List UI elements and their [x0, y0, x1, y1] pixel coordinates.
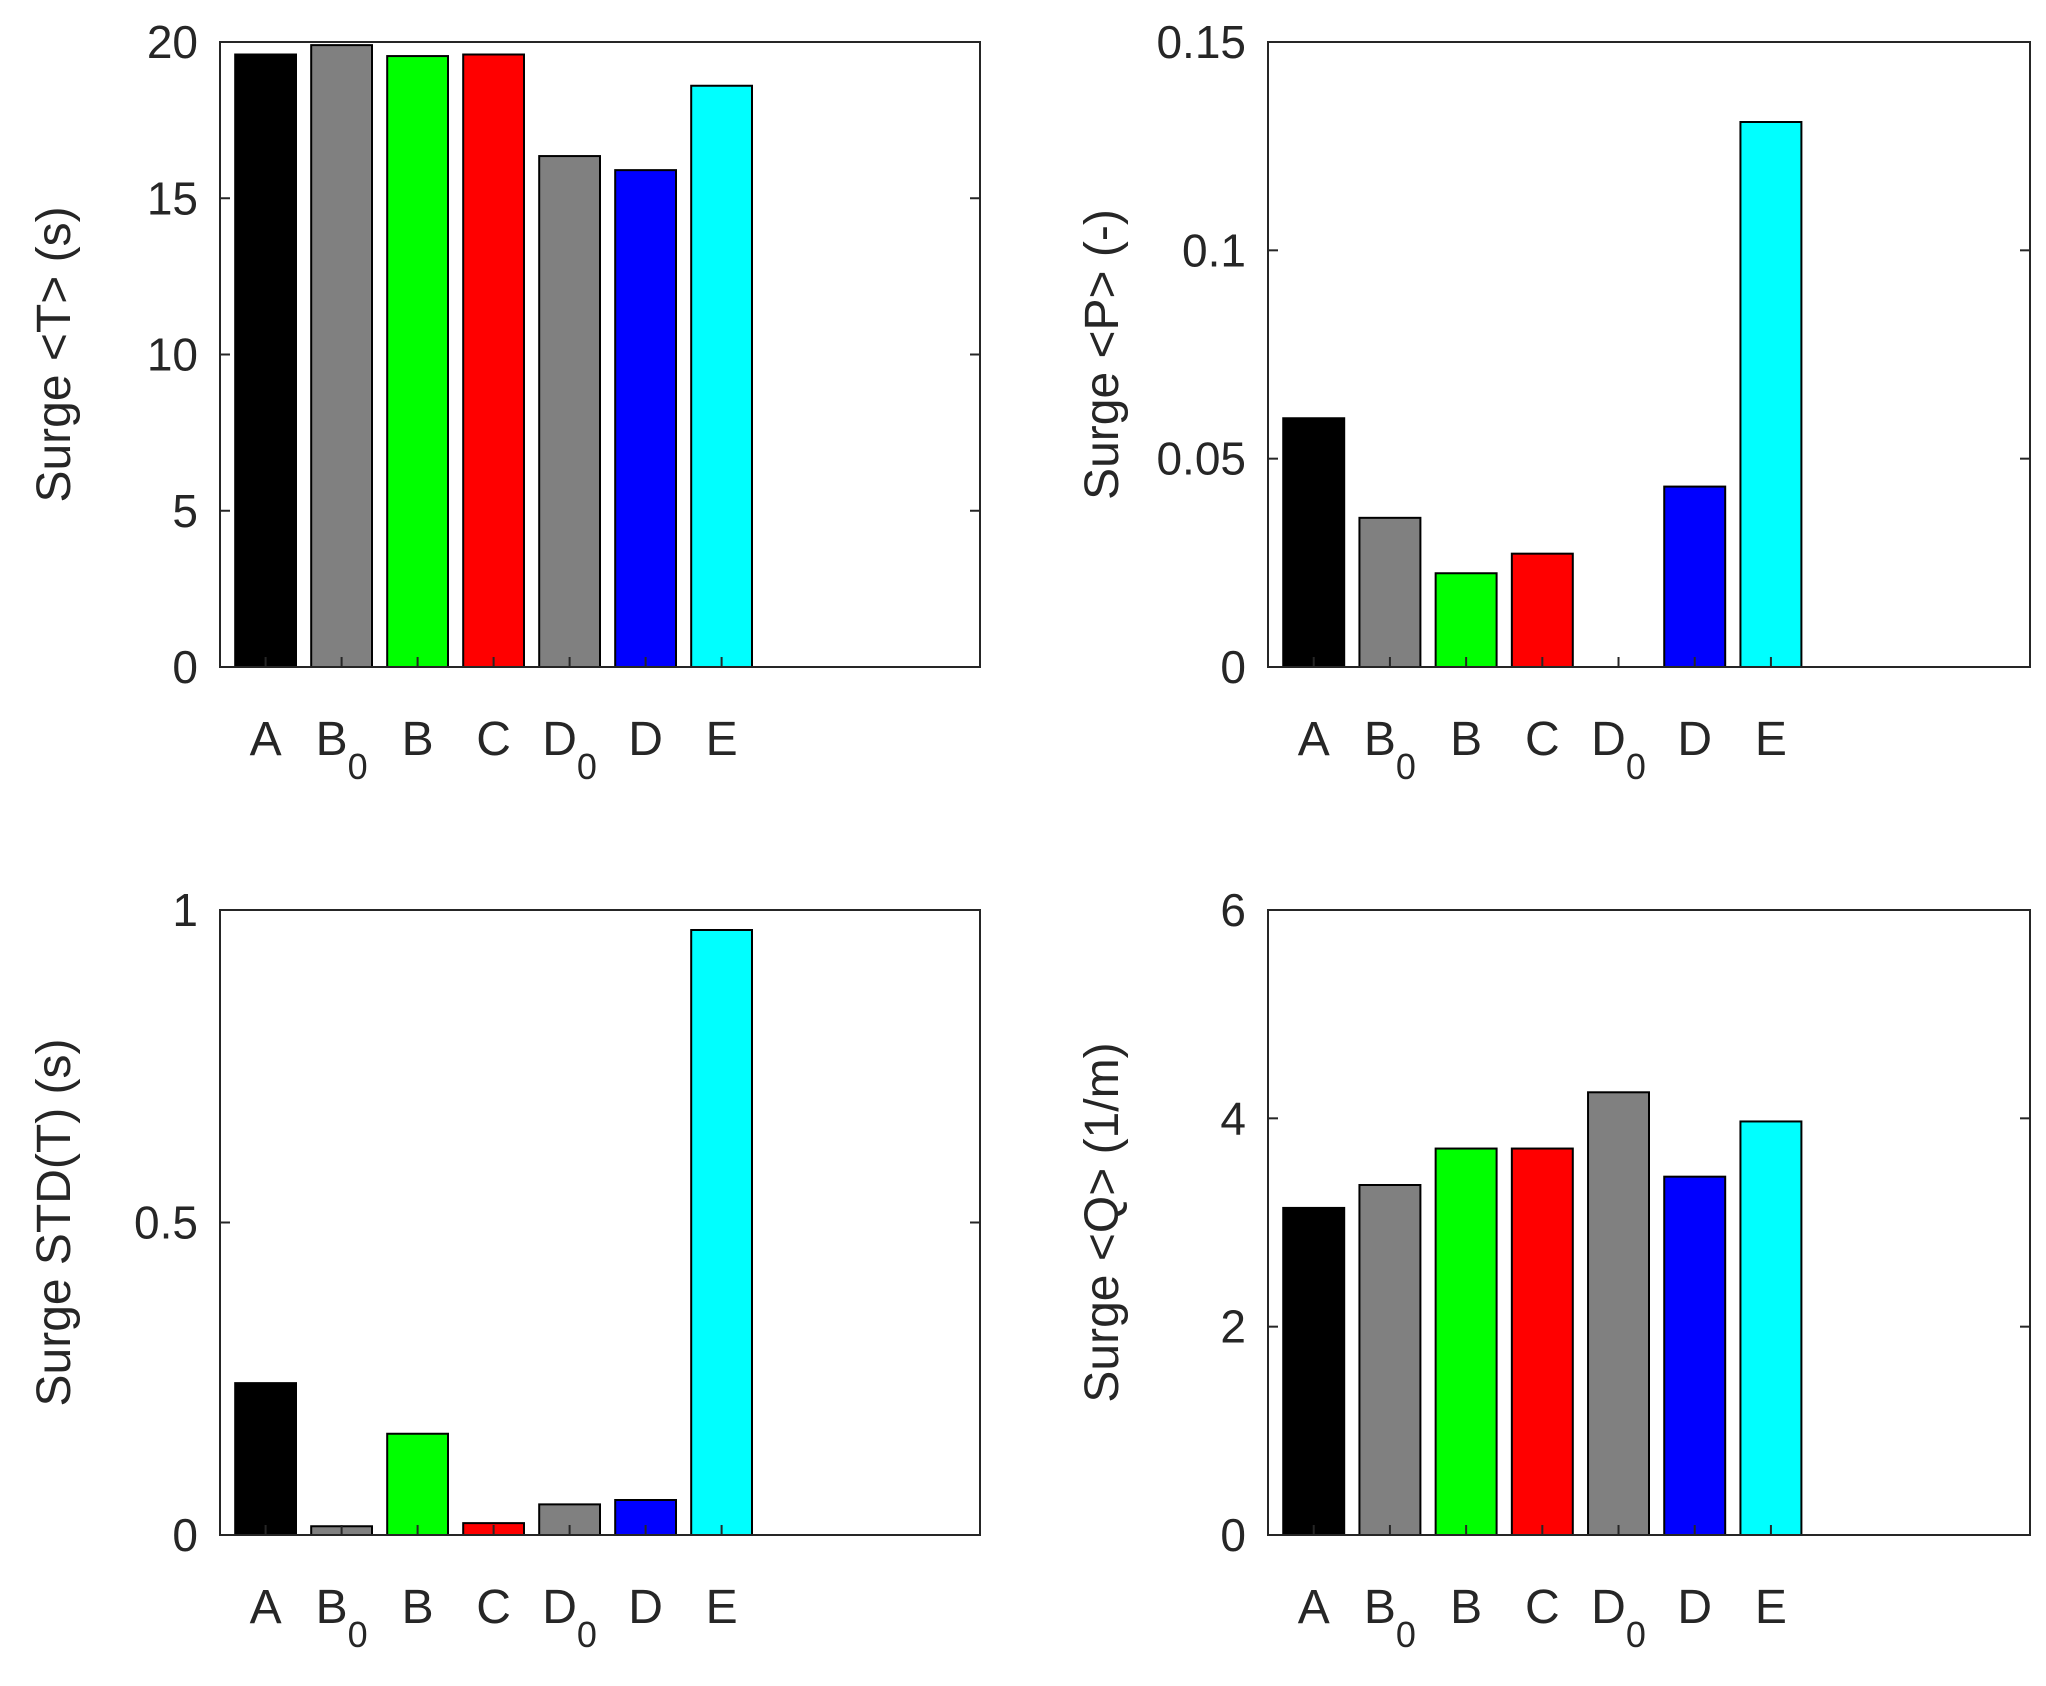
chart-2: 0 0.05 0.1 0.15 A B0 B C D0 D E Surge <P> (-)	[1076, 16, 2031, 787]
chart-1-category-label-2: B0	[316, 713, 368, 787]
chart-1-bar-1	[234, 53, 297, 668]
chart-3-category-label-1: A	[250, 1581, 282, 1634]
chart-2-bar-1	[1282, 417, 1346, 668]
chart-4-bar-4	[1510, 1147, 1574, 1536]
chart-4-ytick-label-1: 0	[1220, 1509, 1246, 1561]
chart-1-bar-3	[386, 55, 450, 668]
chart-4-bar-1	[1282, 1206, 1346, 1536]
chart-4-axes-box	[1267, 909, 2031, 1536]
chart-3: 0 0.5 1 A B0 B C D0 D E Surge STD(T) (s)	[28, 884, 981, 1655]
chart-4-bar-6	[1663, 1175, 1727, 1536]
chart-1-ytick-label-3: 10	[147, 329, 198, 381]
chart-2-ytick-label-3: 0.1	[1182, 224, 1246, 276]
chart-2-category-label-6: D	[1677, 713, 1712, 766]
chart-1-ytick-label-1: 0	[172, 641, 198, 693]
chart-3-bar-7	[690, 929, 754, 1536]
chart-1-category-label-1: A	[250, 713, 282, 766]
chart-1-ytick-label-5: 20	[147, 16, 198, 68]
chart-2-ytick-label-2: 0.05	[1156, 433, 1246, 485]
chart-4-ylabel: Surge <Q> (1/m)	[1076, 1042, 1129, 1402]
chart-2-ylabel: Surge <P> (-)	[1076, 209, 1129, 500]
chart-4-category-label-3: B	[1450, 1581, 1482, 1634]
chart-3-ytick-label-3: 1	[172, 884, 198, 936]
chart-2-ytick-label-4: 0.15	[1156, 16, 1246, 68]
chart-4: 0 2 4 6 A B0 B C D0 D E Surge <Q> (1/m)	[1076, 884, 2031, 1655]
chart-1-bar-6	[614, 169, 678, 668]
chart-3-category-label-2: B0	[316, 1581, 368, 1655]
chart-3-ytick-label-2: 0.5	[134, 1197, 198, 1249]
chart-4-bar-7	[1739, 1120, 1803, 1537]
chart-2-bar-4	[1510, 552, 1574, 669]
chart-3-category-label-6: D	[628, 1581, 663, 1634]
chart-4-bar-2	[1358, 1184, 1422, 1536]
chart-1-ytick-label-4: 15	[147, 172, 198, 224]
chart-4-ytick-label-3: 4	[1220, 1092, 1246, 1144]
chart-3-plot-area	[220, 910, 980, 1535]
chart-2-category-label-7: E	[1755, 713, 1787, 766]
chart-4-bar-5	[1587, 1091, 1651, 1536]
chart-1-bar-7	[690, 84, 754, 668]
chart-2-category-label-1: A	[1298, 713, 1330, 766]
chart-4-category-label-6: D	[1677, 1581, 1712, 1634]
chart-2-category-label-2: B0	[1364, 713, 1416, 787]
chart-3-bar-1	[234, 1382, 297, 1536]
chart-3-ylabel: Surge STD(T) (s)	[28, 1038, 81, 1406]
chart-4-bar-3	[1434, 1147, 1498, 1536]
chart-1-category-label-3: B	[402, 713, 434, 766]
chart-4-category-label-1: A	[1298, 1581, 1330, 1634]
chart-2-category-label-4: C	[1525, 713, 1560, 766]
chart-1-ylabel: Surge <T> (s)	[28, 206, 81, 502]
chart-1-bar-2	[310, 44, 374, 668]
chart-1-bar-5	[538, 155, 602, 668]
chart-4-ytick-label-4: 6	[1220, 884, 1246, 936]
chart-2-ytick-label-1: 0	[1220, 641, 1246, 693]
chart-3-ytick-label-1: 0	[172, 1509, 198, 1561]
chart-4-category-label-2: B0	[1364, 1581, 1416, 1655]
chart-2-bar-7	[1739, 121, 1803, 668]
chart-4-category-label-7: E	[1755, 1581, 1787, 1634]
chart-3-category-label-3: B	[402, 1581, 434, 1634]
chart-1-category-label-7: E	[706, 713, 738, 766]
chart-4-category-label-4: C	[1525, 1581, 1560, 1634]
chart-1-category-label-5: D0	[542, 713, 597, 787]
chart-2-axes-box	[1267, 41, 2031, 668]
chart-3-category-label-4: C	[476, 1581, 511, 1634]
chart-1-category-label-4: C	[476, 713, 511, 766]
chart-1-category-label-6: D	[628, 713, 663, 766]
chart-1-bar-4	[462, 53, 526, 668]
chart-2-bar-2	[1358, 516, 1422, 668]
chart-1: 0 5 10 15 20 A B0 B C D0 D E Surge <T> (s)	[28, 16, 981, 787]
chart-4-category-label-5: D0	[1591, 1581, 1646, 1655]
chart-2-category-label-3: B	[1450, 713, 1482, 766]
chart-3-category-label-7: E	[706, 1581, 738, 1634]
chart-2-bar-6	[1663, 485, 1727, 669]
chart-1-ytick-label-2: 5	[172, 485, 198, 537]
chart-2-bar-3	[1434, 572, 1498, 668]
chart-2-category-label-5: D0	[1591, 713, 1646, 787]
chart-3-bar-3	[386, 1432, 450, 1536]
chart-4-ytick-label-2: 2	[1220, 1301, 1246, 1353]
chart-3-category-label-5: D0	[542, 1581, 597, 1655]
